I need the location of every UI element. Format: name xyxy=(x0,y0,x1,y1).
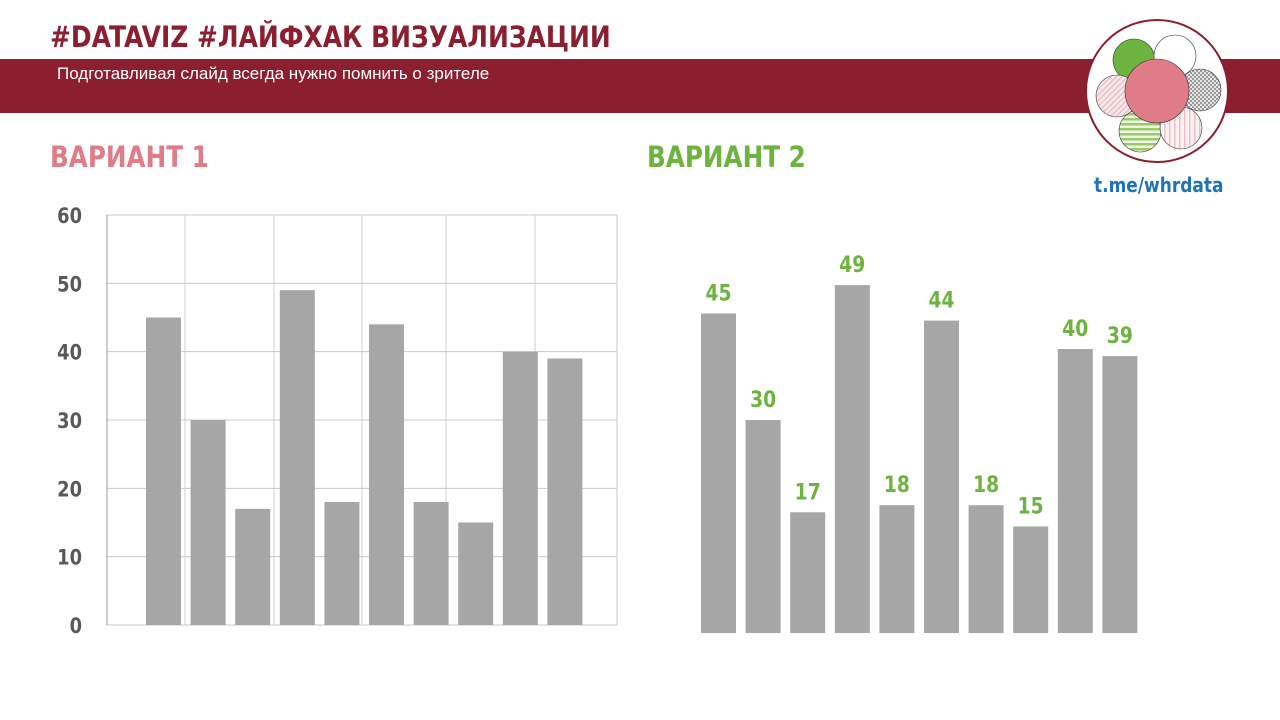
slide-title: #DATAVIZ #ЛАЙФХАК ВИЗУАЛИЗАЦИИ xyxy=(50,20,611,54)
bar xyxy=(968,505,1004,633)
y-tick-label: 30 xyxy=(57,409,82,434)
bar xyxy=(924,320,959,633)
bar xyxy=(146,317,181,625)
bar xyxy=(235,508,271,625)
header-band xyxy=(0,59,1280,113)
data-label: 39 xyxy=(1107,323,1133,349)
logo-flower-icon xyxy=(1085,19,1229,163)
bar xyxy=(190,420,226,625)
data-label: 44 xyxy=(928,287,954,313)
bar xyxy=(458,522,494,625)
bar xyxy=(1057,349,1093,633)
data-label: 15 xyxy=(1018,493,1044,519)
bar xyxy=(1013,526,1049,633)
y-tick-label: 0 xyxy=(70,614,82,639)
y-tick-label: 10 xyxy=(57,545,82,570)
data-label: 45 xyxy=(705,280,731,306)
data-label: 18 xyxy=(973,472,999,498)
y-tick-label: 50 xyxy=(57,272,82,297)
telegram-link[interactable]: t.me/whrdata xyxy=(1094,173,1224,197)
data-label: 18 xyxy=(884,472,910,498)
y-tick-label: 20 xyxy=(57,477,82,502)
bar xyxy=(879,505,915,633)
variant-1-title: ВАРИАНТ 1 xyxy=(50,140,209,174)
bar xyxy=(790,512,826,633)
y-tick-label: 40 xyxy=(57,340,82,365)
bar xyxy=(502,351,538,625)
bar xyxy=(1102,356,1138,633)
data-label: 49 xyxy=(839,252,865,278)
bar xyxy=(547,358,583,625)
bar xyxy=(369,324,404,625)
y-tick-label: 60 xyxy=(57,204,82,229)
bar xyxy=(745,420,781,633)
data-label: 30 xyxy=(750,387,776,413)
bar xyxy=(701,313,736,633)
bar xyxy=(413,502,449,625)
variant-2-title: ВАРИАНТ 2 xyxy=(647,140,806,174)
bar xyxy=(324,502,360,625)
slide-subtitle: Подготавливая слайд всегда нужно помнить… xyxy=(57,64,490,83)
data-label: 40 xyxy=(1062,316,1088,342)
bar xyxy=(834,285,870,633)
bar xyxy=(279,290,315,625)
data-label: 17 xyxy=(795,479,821,505)
